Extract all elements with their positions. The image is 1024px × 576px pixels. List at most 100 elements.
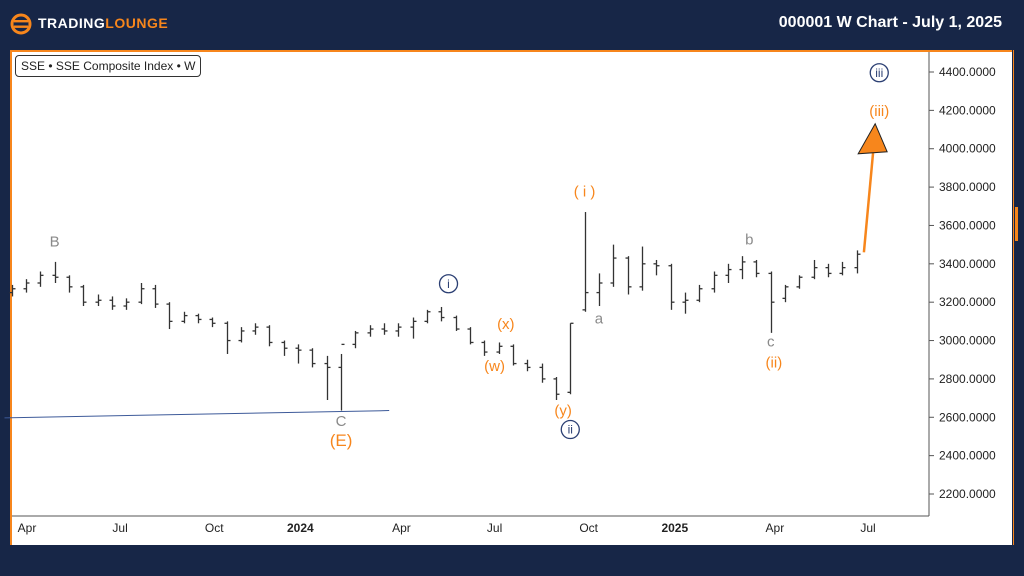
ohlc-bar (539, 363, 546, 383)
ohlc-bar (825, 263, 832, 278)
wave-label: i (447, 277, 450, 291)
ohlc-bar (23, 279, 30, 293)
ohlc-bar (739, 256, 746, 280)
ohlc-bar (668, 263, 675, 310)
brand-text-trading: TRADING (38, 15, 106, 31)
wave-label: c (767, 333, 775, 350)
ohlc-bar (138, 283, 145, 305)
ohlc-bar (438, 306, 445, 322)
ohlc-bar (725, 263, 732, 283)
ohlc-bar (496, 342, 503, 354)
trend-line (4, 410, 390, 419)
ohlc-bar (453, 315, 460, 331)
ohlc-bar (854, 250, 861, 274)
wave-label: B (50, 234, 60, 251)
ohlc-bar (324, 355, 331, 401)
ohlc-bar (424, 309, 431, 324)
ohlc-bar (52, 261, 59, 283)
ohlc-bar (338, 343, 345, 411)
wave-label: b (745, 232, 753, 249)
y-tick-label: 4000.0000 (939, 142, 996, 156)
projection-arrow-head (857, 122, 888, 155)
tradinglounge-logo: TRADINGLOUNGE (10, 13, 168, 35)
ohlc-bar (209, 317, 216, 328)
wave-label: a (595, 310, 604, 327)
ohlc-bar (653, 259, 660, 276)
ohlc-bar (9, 284, 16, 297)
ohlc-bar (37, 271, 44, 287)
ohlc-bar (782, 284, 789, 303)
scrollbar-thumb[interactable] (1015, 207, 1018, 241)
wave-label: ( i ) (574, 184, 596, 201)
wave-label-circle (560, 419, 580, 440)
ohlc-bar (567, 322, 574, 395)
x-tick-label: 2024 (287, 521, 314, 535)
ohlc-bar (224, 321, 231, 354)
ohlc-bar (467, 327, 474, 345)
ohlc-bar (796, 275, 803, 289)
ohlc-bar (367, 325, 374, 337)
ohlc-bar (152, 284, 159, 308)
y-tick-label: 4400.0000 (939, 65, 996, 79)
ohlc-bar (252, 323, 259, 335)
ohlc-bar (510, 344, 517, 366)
ohlc-bar (295, 344, 302, 364)
y-tick-label: 2600.0000 (939, 410, 996, 424)
x-tick-label: Jul (112, 521, 127, 535)
x-tick-label: Oct (579, 521, 598, 535)
ohlc-bar (768, 271, 775, 333)
y-tick-label: 2800.0000 (939, 372, 996, 386)
ohlc-bar (309, 348, 316, 368)
chart-title: 000001 W Chart - July 1, 2025 (778, 14, 1002, 31)
wave-label: (x) (497, 316, 515, 333)
ohlc-bar (238, 327, 245, 343)
y-tick-label: 2400.0000 (939, 449, 996, 463)
x-tick-label: Jul (487, 521, 502, 535)
ohlc-bar (711, 271, 718, 293)
wave-label: ii (568, 423, 573, 437)
ohlc-bar (524, 359, 531, 372)
ohlc-bar (553, 376, 560, 401)
ohlc-bar (753, 259, 760, 278)
ohlc-bar (266, 325, 273, 347)
y-tick-label: 3600.0000 (939, 218, 996, 232)
x-tick-label: Oct (205, 521, 224, 535)
ohlc-bar (696, 284, 703, 303)
x-tick-label: Jul (860, 521, 875, 535)
y-tick-label: 3800.0000 (939, 180, 996, 194)
ohlc-bar (610, 244, 617, 287)
ohlc-bar (811, 259, 818, 280)
ohlc-bar (395, 323, 402, 337)
projection-arrow-shaft (862, 151, 875, 253)
wave-label: iii (875, 66, 883, 80)
ohlc-bar (481, 340, 488, 356)
x-tick-label: Apr (766, 521, 785, 535)
ohlc-bar (109, 296, 116, 310)
wave-label-circle (869, 63, 889, 83)
price-scrollbar[interactable] (1013, 50, 1023, 545)
chart-panel[interactable] (10, 50, 1012, 545)
y-tick-label: 3400.0000 (939, 257, 996, 271)
y-tick-label: 3000.0000 (939, 334, 996, 348)
ohlc-bar (410, 317, 417, 339)
wave-label: (y) (554, 402, 572, 419)
ohlc-bar (80, 284, 87, 307)
x-tick-label: Apr (392, 521, 411, 535)
brand-text-lounge: LOUNGE (105, 15, 169, 31)
symbol-label[interactable]: SSE • SSE Composite Index • W (15, 55, 202, 77)
wave-label-circle (438, 274, 459, 294)
ohlc-bar (352, 330, 359, 349)
ohlc-bar (181, 311, 188, 324)
y-tick-label: 4200.0000 (939, 103, 996, 117)
wave-label: (E) (330, 431, 353, 450)
wave-label: C (336, 413, 347, 430)
logo-icon (10, 13, 32, 35)
ohlc-bar (582, 212, 589, 312)
y-tick-label: 2200.0000 (939, 487, 996, 501)
ohlc-bar (639, 246, 646, 291)
x-tick-label: Apr (18, 521, 37, 535)
ohlc-bar (166, 302, 173, 330)
ohlc-bar (596, 273, 603, 307)
x-tick-label: 2025 (661, 521, 688, 535)
